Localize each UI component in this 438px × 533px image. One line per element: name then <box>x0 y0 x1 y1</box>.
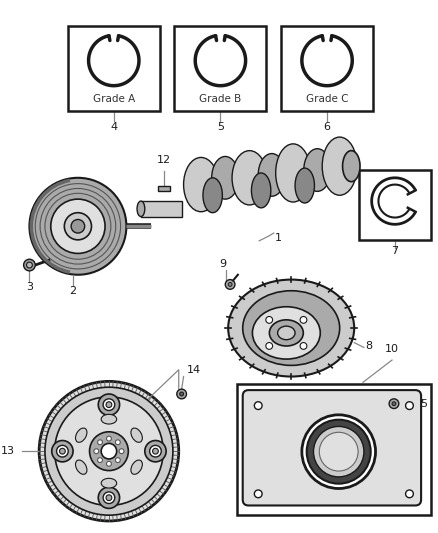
Circle shape <box>103 399 115 410</box>
Circle shape <box>29 178 127 274</box>
Circle shape <box>177 389 187 399</box>
Bar <box>141 201 182 216</box>
Text: 9: 9 <box>219 259 226 269</box>
Ellipse shape <box>228 280 354 376</box>
Circle shape <box>98 487 120 508</box>
Ellipse shape <box>131 460 142 474</box>
Circle shape <box>57 446 68 457</box>
Circle shape <box>319 432 358 471</box>
Circle shape <box>106 495 112 500</box>
Text: 1: 1 <box>275 233 282 243</box>
Circle shape <box>103 492 115 504</box>
Text: 12: 12 <box>157 155 171 165</box>
Text: 6: 6 <box>324 123 331 132</box>
Circle shape <box>225 280 235 289</box>
Circle shape <box>150 446 161 457</box>
Bar <box>68 26 160 111</box>
Ellipse shape <box>251 173 271 208</box>
Circle shape <box>52 440 73 462</box>
Circle shape <box>106 462 111 466</box>
Circle shape <box>89 432 128 471</box>
Circle shape <box>266 317 272 324</box>
Ellipse shape <box>278 326 295 340</box>
Ellipse shape <box>203 178 223 213</box>
Ellipse shape <box>304 149 331 191</box>
Ellipse shape <box>252 306 320 359</box>
Text: 7: 7 <box>392 246 399 256</box>
Circle shape <box>116 458 120 463</box>
Circle shape <box>55 397 163 505</box>
Text: 14: 14 <box>187 365 201 375</box>
Text: 4: 4 <box>110 123 117 132</box>
Circle shape <box>307 419 371 483</box>
Circle shape <box>24 259 35 271</box>
Text: 2: 2 <box>70 286 77 296</box>
Circle shape <box>254 490 262 498</box>
Bar <box>174 26 266 111</box>
Ellipse shape <box>101 414 117 424</box>
Circle shape <box>94 449 99 454</box>
Text: 15: 15 <box>415 399 429 409</box>
Circle shape <box>106 436 111 441</box>
Text: Grade C: Grade C <box>306 94 348 104</box>
Circle shape <box>27 262 32 268</box>
Bar <box>159 185 170 191</box>
Circle shape <box>152 448 159 454</box>
Bar <box>359 170 431 240</box>
Circle shape <box>302 415 375 489</box>
Circle shape <box>406 490 413 498</box>
Circle shape <box>228 282 232 286</box>
Circle shape <box>116 440 120 445</box>
Ellipse shape <box>343 151 360 182</box>
Text: 8: 8 <box>365 342 372 351</box>
Circle shape <box>180 392 184 396</box>
Ellipse shape <box>295 168 314 203</box>
Ellipse shape <box>232 151 267 205</box>
Text: Grade A: Grade A <box>93 94 135 104</box>
Circle shape <box>98 440 102 445</box>
Circle shape <box>60 448 65 454</box>
Ellipse shape <box>75 460 87 474</box>
Ellipse shape <box>184 157 219 212</box>
Circle shape <box>64 213 92 240</box>
Ellipse shape <box>269 320 303 346</box>
Ellipse shape <box>131 428 142 442</box>
Circle shape <box>145 440 166 462</box>
Ellipse shape <box>137 201 145 216</box>
Circle shape <box>71 220 85 233</box>
Text: 5: 5 <box>217 123 224 132</box>
Ellipse shape <box>322 137 357 195</box>
Text: 11: 11 <box>409 475 423 484</box>
Circle shape <box>300 317 307 324</box>
Circle shape <box>314 426 364 477</box>
Circle shape <box>98 394 120 415</box>
Circle shape <box>51 199 105 253</box>
Ellipse shape <box>258 154 286 196</box>
Circle shape <box>300 343 307 349</box>
Circle shape <box>266 343 272 349</box>
Circle shape <box>392 402 396 406</box>
Circle shape <box>389 399 399 408</box>
Ellipse shape <box>243 290 339 366</box>
Circle shape <box>45 387 173 515</box>
Circle shape <box>98 458 102 463</box>
Text: 3: 3 <box>26 282 33 292</box>
Text: 10: 10 <box>385 344 399 354</box>
Ellipse shape <box>276 144 311 202</box>
Ellipse shape <box>212 157 239 199</box>
Circle shape <box>119 449 124 454</box>
Text: Grade B: Grade B <box>199 94 241 104</box>
Ellipse shape <box>75 428 87 442</box>
Circle shape <box>106 402 112 408</box>
Circle shape <box>254 402 262 409</box>
Bar <box>237 384 431 515</box>
FancyBboxPatch shape <box>243 390 421 505</box>
Text: 13: 13 <box>1 446 15 456</box>
Circle shape <box>39 382 179 521</box>
Circle shape <box>406 402 413 409</box>
Bar <box>281 26 373 111</box>
Ellipse shape <box>101 478 117 488</box>
Circle shape <box>101 443 117 459</box>
